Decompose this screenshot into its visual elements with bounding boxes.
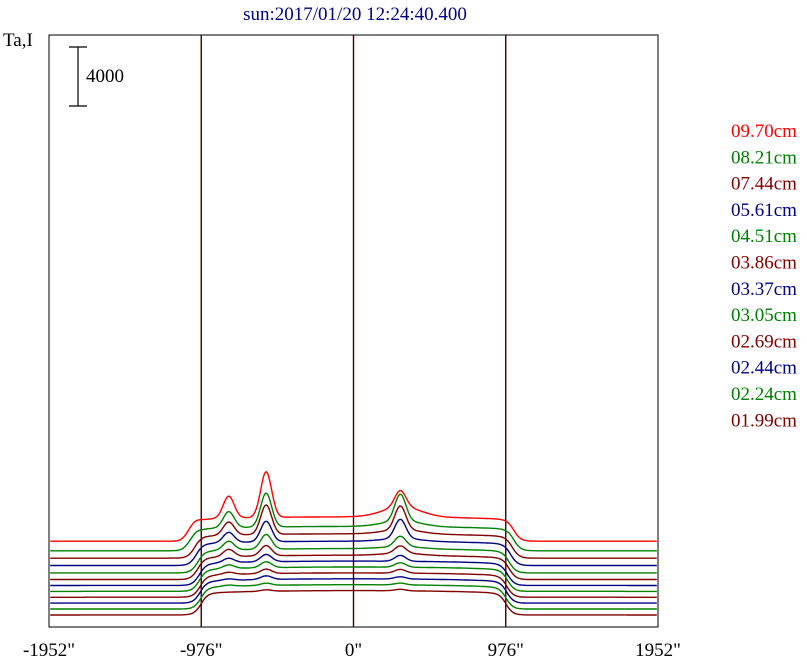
series-lines <box>50 470 657 616</box>
series-line-07.44cm <box>50 504 657 559</box>
legend-entry-01.99cm: 01.99cm <box>731 410 797 431</box>
legend-entry-08.21cm: 08.21cm <box>731 147 797 168</box>
series-line-09.70cm <box>50 470 657 542</box>
x-tick-labels: -1952" -976" 0" 976" 1952" <box>23 640 681 661</box>
series-line-04.51cm <box>50 533 657 574</box>
legend-entry-09.70cm: 09.70cm <box>731 121 797 142</box>
series-line-03.05cm <box>50 561 657 593</box>
x-tick-label-2: 0" <box>345 640 362 661</box>
legend-entry-02.69cm: 02.69cm <box>731 331 797 352</box>
x-tick-label-1: -976" <box>180 640 223 661</box>
x-tick-label-0: -1952" <box>23 640 75 661</box>
legend-entry-03.05cm: 03.05cm <box>731 305 797 326</box>
series-line-02.44cm <box>50 575 657 604</box>
chart-title: sun:2017/01/20 12:24:40.400 <box>243 4 467 25</box>
series-line-02.24cm <box>50 582 657 610</box>
series-line-08.21cm <box>50 492 657 552</box>
scale-bar-label: 4000 <box>86 66 124 87</box>
series-line-02.69cm <box>50 568 657 598</box>
scale-bar: 4000 <box>69 46 124 107</box>
x-tick-label-4: 1952" <box>635 640 681 661</box>
legend-entry-02.24cm: 02.24cm <box>731 384 797 405</box>
legend-entry-05.61cm: 05.61cm <box>731 200 797 221</box>
legend-entry-07.44cm: 07.44cm <box>731 174 797 195</box>
legend-entry-04.51cm: 04.51cm <box>731 226 797 247</box>
legend-entry-03.37cm: 03.37cm <box>731 279 797 300</box>
legend-entry-03.86cm: 03.86cm <box>731 253 797 274</box>
series-line-03.86cm <box>50 544 657 581</box>
reference-lines <box>200 35 507 627</box>
legend-entry-02.44cm: 02.44cm <box>731 358 797 379</box>
legend: 09.70cm 08.21cm 07.44cm 05.61cm 04.51cm 03.86… <box>731 121 797 431</box>
series-line-03.37cm <box>50 553 657 587</box>
y-axis-label: Ta,I <box>3 30 33 51</box>
x-tick-label-3: 976" <box>488 640 524 661</box>
series-line-05.61cm <box>50 518 657 567</box>
series-line-01.99cm <box>50 588 657 616</box>
